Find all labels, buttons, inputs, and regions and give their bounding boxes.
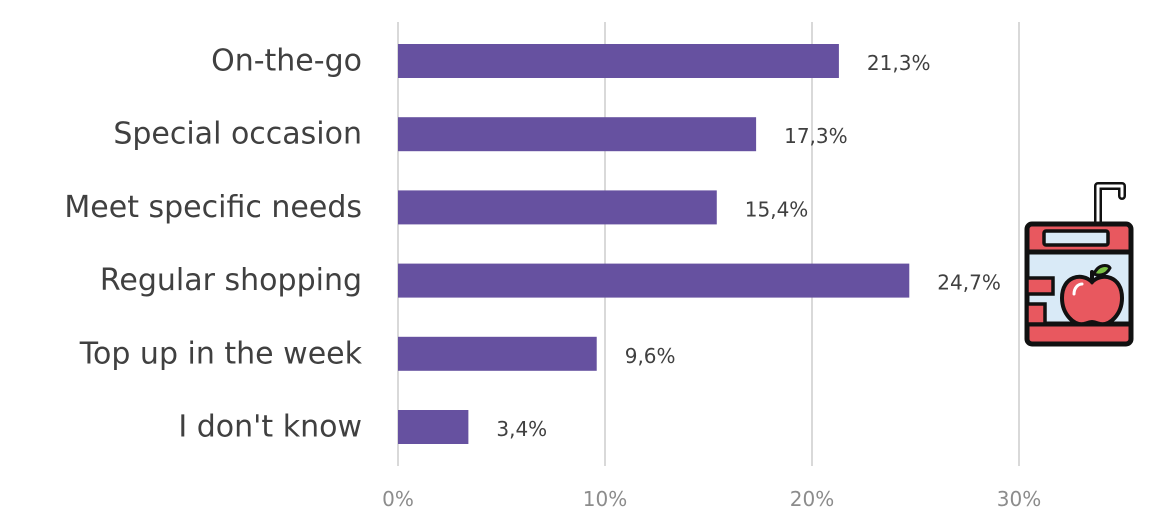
category-label: Special occasion (113, 117, 362, 152)
bars (398, 44, 910, 444)
bar (398, 336, 597, 371)
data-label: 24,7% (937, 271, 1001, 295)
x-tick-label: 30% (997, 487, 1041, 511)
category-label: Top up in the week (79, 336, 363, 371)
bar (398, 263, 910, 298)
category-label: Regular shopping (100, 263, 362, 298)
bar (398, 44, 839, 78)
data-label: 15,4% (745, 197, 809, 221)
x-tick-label: 20% (790, 487, 834, 511)
category-label: Meet specific needs (64, 190, 362, 225)
data-label: 21,3% (867, 51, 931, 75)
value-labels: 21,3% 17,3% 15,4% 24,7% 9,6% 3,4% (496, 51, 1000, 441)
x-tick-label: 10% (583, 487, 627, 511)
bar (398, 190, 717, 225)
data-label: 17,3% (784, 124, 848, 148)
x-tick-label: 0% (382, 487, 414, 511)
bar (398, 117, 757, 152)
juice-box-apple-icon (1024, 182, 1134, 347)
category-label: I don't know (178, 410, 362, 445)
category-labels: On-the-go Special occasion Meet specific n… (64, 44, 362, 445)
gridlines (397, 22, 1020, 466)
data-label: 9,6% (625, 344, 676, 368)
x-axis-tick-labels: 0% 10% 20% 30% (382, 487, 1041, 511)
data-label: 3,4% (496, 417, 547, 441)
category-label: On-the-go (211, 44, 362, 79)
bar (398, 410, 469, 444)
